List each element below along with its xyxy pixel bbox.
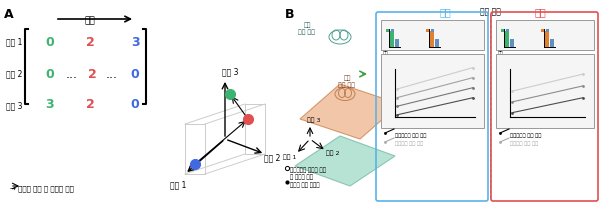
Text: 내재적
표현
정도: 내재적 표현 정도 <box>497 40 505 56</box>
Text: 복셀 3: 복셀 3 <box>307 117 321 122</box>
Bar <box>386 30 389 33</box>
Text: 대조군: 대조군 <box>435 29 443 34</box>
Bar <box>426 30 429 33</box>
Text: 기대: 기대 <box>505 29 511 34</box>
Text: 3: 3 <box>131 35 139 48</box>
Text: 하나의 시간 포인트: 하나의 시간 포인트 <box>290 181 320 187</box>
Text: 통합: 통합 <box>541 63 550 72</box>
Text: 피험자들의 통증 보고: 피험자들의 통증 보고 <box>395 132 427 137</box>
Bar <box>505 32 509 48</box>
Text: 피험자들의 통증 보고: 피험자들의 통증 보고 <box>510 132 541 137</box>
Bar <box>506 30 509 33</box>
Text: 자극: 자극 <box>545 29 551 34</box>
Bar <box>501 30 504 33</box>
Text: 자극
하위 공간: 자극 하위 공간 <box>338 75 355 87</box>
Text: 내재적
표현
정도: 내재적 표현 정도 <box>382 40 391 56</box>
Text: 대조군: 대조군 <box>550 29 559 34</box>
Bar <box>395 40 399 48</box>
Text: 대조군: 대조군 <box>395 29 404 34</box>
Text: 대조군: 대조군 <box>510 29 518 34</box>
Bar <box>430 32 434 48</box>
FancyBboxPatch shape <box>496 55 594 128</box>
Text: 0: 0 <box>131 67 139 80</box>
Text: 복셀 3: 복셀 3 <box>5 101 22 110</box>
Text: 0: 0 <box>46 35 55 48</box>
Bar <box>390 32 394 48</box>
Text: 복셀 1: 복셀 1 <box>5 37 22 46</box>
Text: 자극의 세기: 자극의 세기 <box>536 121 554 127</box>
Text: 낙음: 낙음 <box>439 7 451 17</box>
Text: 보존: 보존 <box>427 25 437 34</box>
Text: 재구성된 통증 보고: 재구성된 통증 보고 <box>395 141 423 146</box>
Text: 0: 0 <box>131 98 139 111</box>
FancyBboxPatch shape <box>381 21 484 51</box>
Text: 3: 3 <box>46 98 55 111</box>
FancyBboxPatch shape <box>496 21 594 51</box>
Text: 0: 0 <box>46 67 55 80</box>
Bar <box>545 32 549 48</box>
Text: 통합: 통합 <box>427 63 437 72</box>
Text: 복셀 3: 복셀 3 <box>222 67 238 76</box>
Bar <box>391 30 394 33</box>
Text: B: B <box>285 8 295 21</box>
Text: ...: ... <box>66 67 78 80</box>
Text: 높음: 높음 <box>534 7 546 17</box>
Bar <box>541 30 544 33</box>
Text: 기대: 기대 <box>390 29 396 34</box>
Text: → 시간에 따른 뇌 활성화 정도: → 시간에 따른 뇌 활성화 정도 <box>10 184 74 191</box>
Text: 네트워크내 시간에 따른
뇌 활성화 정도: 네트워크내 시간에 따른 뇌 활성화 정도 <box>290 166 326 179</box>
Text: 복셀 1: 복셀 1 <box>283 154 296 159</box>
Text: 재구성된 통증 보고: 재구성된 통증 보고 <box>510 141 538 146</box>
Text: ...: ... <box>106 67 118 80</box>
Text: 보존: 보존 <box>541 25 550 34</box>
Text: 피질 계층: 피질 계층 <box>479 7 500 16</box>
Polygon shape <box>300 85 400 139</box>
Text: 기대
하위 공간: 기대 하위 공간 <box>299 22 316 34</box>
Text: 2: 2 <box>88 67 97 80</box>
Bar <box>435 40 439 48</box>
Text: 2: 2 <box>86 35 94 48</box>
Text: 내재적
표현
정도: 내재적 표현 정도 <box>499 86 508 101</box>
Text: 복셀 2: 복셀 2 <box>5 69 22 78</box>
Text: A: A <box>4 8 14 21</box>
Text: 시간: 시간 <box>85 16 95 25</box>
Text: 복셀 2: 복셀 2 <box>326 149 340 155</box>
Text: 2: 2 <box>86 98 94 111</box>
Polygon shape <box>295 136 395 186</box>
FancyBboxPatch shape <box>381 55 484 128</box>
Bar <box>510 40 514 48</box>
Bar <box>550 40 554 48</box>
Bar <box>431 30 434 33</box>
Text: 자극의 세기: 자극의 세기 <box>423 121 441 127</box>
Text: 복셀 1: 복셀 1 <box>170 180 186 188</box>
Text: 자극: 자극 <box>430 29 436 34</box>
Bar <box>546 30 549 33</box>
Text: 내재적
표현
정도: 내재적 표현 정도 <box>383 86 392 101</box>
Text: 복셀 2: 복셀 2 <box>264 153 280 162</box>
